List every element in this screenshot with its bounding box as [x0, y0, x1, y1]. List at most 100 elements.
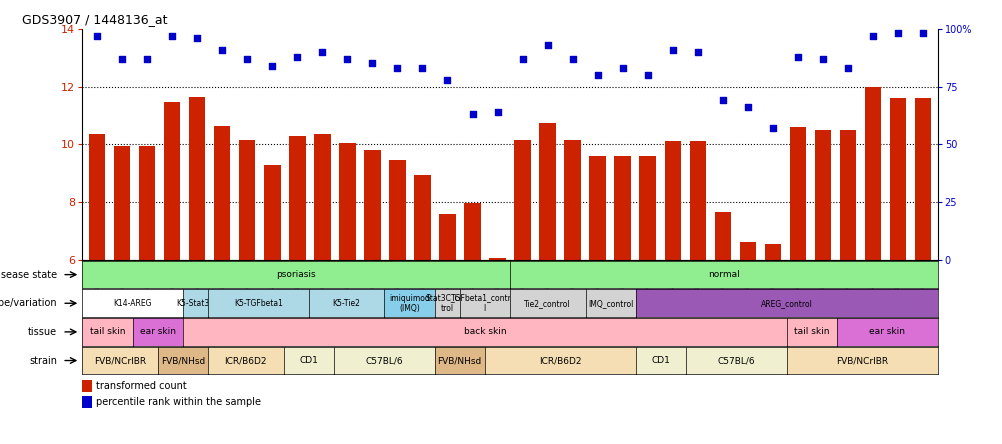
Bar	[239, 140, 256, 260]
Point	[364, 60, 380, 67]
Point	[664, 46, 680, 53]
Bar	[564, 140, 580, 260]
Text: ICR/B6D2: ICR/B6D2	[538, 356, 581, 365]
Text: ear skin: ear skin	[869, 327, 905, 337]
Text: ear skin: ear skin	[139, 327, 175, 337]
Bar	[713, 212, 730, 260]
Bar	[764, 244, 780, 260]
Point	[164, 32, 180, 40]
Point	[914, 30, 930, 37]
Text: imiquimod
(IMQ): imiquimod (IMQ)	[389, 293, 429, 313]
Bar	[139, 146, 155, 260]
Point	[139, 56, 155, 63]
Point	[639, 71, 655, 79]
Text: AREG_control: AREG_control	[761, 299, 812, 308]
Text: ICR/B6D2: ICR/B6D2	[224, 356, 267, 365]
Bar	[82, 380, 92, 392]
Text: transformed count: transformed count	[96, 381, 186, 391]
Point	[464, 111, 480, 118]
Text: FVB/NCrIBR: FVB/NCrIBR	[94, 356, 146, 365]
Text: GDS3907 / 1448136_at: GDS3907 / 1448136_at	[22, 13, 167, 26]
Text: Tie2_control: Tie2_control	[524, 299, 570, 308]
Text: TGFbeta1_control
l: TGFbeta1_control l	[451, 293, 518, 313]
Bar	[539, 123, 555, 260]
Point	[439, 76, 455, 83]
Point	[589, 71, 605, 79]
Text: FVB/NCrIBR: FVB/NCrIBR	[836, 356, 888, 365]
Bar	[89, 134, 105, 260]
Text: normal: normal	[707, 270, 739, 279]
Bar	[364, 150, 380, 260]
Point	[89, 32, 105, 40]
Point	[614, 64, 630, 71]
Text: K5-Stat3C: K5-Stat3C	[176, 299, 214, 308]
Text: C57BL/6: C57BL/6	[717, 356, 755, 365]
Bar	[414, 174, 430, 260]
Bar	[439, 214, 455, 260]
Point	[839, 64, 855, 71]
Bar	[514, 140, 530, 260]
Bar	[114, 146, 130, 260]
Text: strain: strain	[29, 356, 57, 365]
Point	[339, 56, 355, 63]
Point	[239, 56, 256, 63]
Point	[714, 97, 730, 104]
Point	[265, 62, 281, 69]
Bar	[664, 141, 680, 260]
Text: genotype/variation: genotype/variation	[0, 298, 57, 308]
Text: CD1: CD1	[299, 356, 318, 365]
Point	[864, 32, 880, 40]
Bar	[789, 127, 805, 260]
Point	[564, 56, 580, 63]
Bar	[688, 141, 705, 260]
Text: Stat3C_con
trol: Stat3C_con trol	[425, 293, 468, 313]
Bar	[189, 97, 205, 260]
Point	[489, 108, 505, 115]
Bar	[339, 143, 355, 260]
Bar	[82, 396, 92, 408]
Bar	[214, 126, 230, 260]
Text: tail skin: tail skin	[89, 327, 125, 337]
Text: K5-Tie2: K5-Tie2	[333, 299, 360, 308]
Point	[764, 125, 780, 132]
Text: FVB/NHsd: FVB/NHsd	[160, 356, 204, 365]
Text: disease state: disease state	[0, 270, 57, 280]
Point	[814, 56, 830, 63]
Text: back skin: back skin	[463, 327, 506, 337]
Point	[414, 64, 430, 71]
Bar	[389, 160, 405, 260]
Bar	[164, 103, 180, 260]
Bar	[839, 130, 855, 260]
Text: FVB/NHsd: FVB/NHsd	[437, 356, 481, 365]
Text: IMQ_control: IMQ_control	[587, 299, 632, 308]
Text: CD1: CD1	[651, 356, 669, 365]
Text: C57BL/6: C57BL/6	[365, 356, 403, 365]
Point	[889, 30, 905, 37]
Point	[789, 53, 805, 60]
Bar	[264, 165, 281, 260]
Bar	[614, 156, 630, 260]
Bar	[914, 98, 930, 260]
Text: percentile rank within the sample: percentile rank within the sample	[96, 397, 261, 407]
Bar	[314, 134, 331, 260]
Point	[214, 46, 230, 53]
Point	[389, 64, 405, 71]
Point	[314, 48, 330, 56]
Bar	[889, 98, 905, 260]
Point	[114, 56, 130, 63]
Point	[189, 35, 205, 42]
Point	[514, 56, 530, 63]
Point	[289, 53, 305, 60]
Bar	[639, 156, 655, 260]
Text: tail skin: tail skin	[794, 327, 829, 337]
Point	[689, 48, 705, 56]
Bar	[589, 156, 605, 260]
Bar	[738, 242, 756, 260]
Bar	[814, 130, 830, 260]
Point	[539, 41, 555, 48]
Text: tissue: tissue	[28, 327, 57, 337]
Point	[738, 104, 755, 111]
Text: K5-TGFbeta1: K5-TGFbeta1	[233, 299, 283, 308]
Bar	[864, 87, 880, 260]
Text: K14-AREG: K14-AREG	[113, 299, 151, 308]
